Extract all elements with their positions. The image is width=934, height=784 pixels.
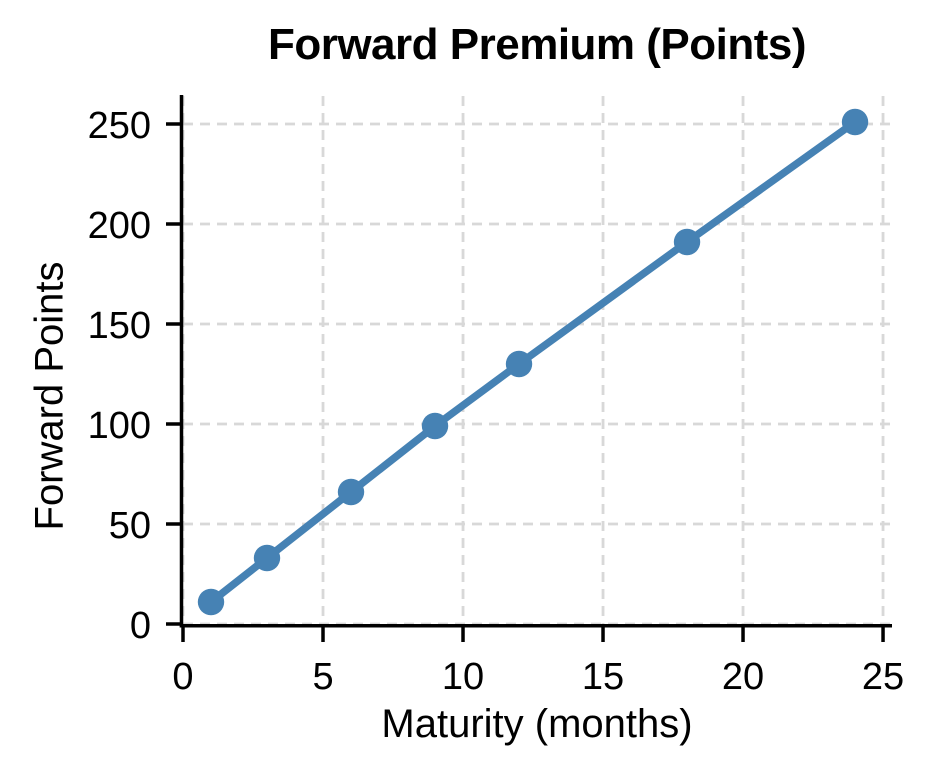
data-point-marker (197, 588, 225, 616)
y-tick-label: 250 (88, 105, 151, 147)
x-tick-label: 25 (862, 656, 904, 698)
series-line (207, 118, 859, 606)
series (197, 108, 869, 616)
chart-title: Forward Premium (Points) (267, 20, 807, 69)
x-tick-label: 10 (442, 656, 484, 698)
y-tick-label: 100 (88, 405, 151, 447)
x-tick-label: 0 (172, 656, 193, 698)
y-tick-label: 150 (88, 305, 151, 347)
data-point-marker (673, 228, 701, 256)
axes (166, 95, 892, 642)
data-point-marker (841, 108, 869, 136)
x-tick-label: 5 (312, 656, 333, 698)
data-point-marker (253, 544, 281, 572)
y-tick-label: 50 (109, 505, 151, 547)
x-tick-label: 20 (722, 656, 764, 698)
x-tick-label: 15 (582, 656, 624, 698)
y-tick-label: 0 (130, 605, 151, 647)
x-axis-title: Maturity (months) (381, 702, 693, 746)
data-point-marker (421, 412, 449, 440)
data-point-marker (505, 350, 533, 378)
data-point-marker (337, 478, 365, 506)
y-tick-label: 200 (88, 205, 151, 247)
